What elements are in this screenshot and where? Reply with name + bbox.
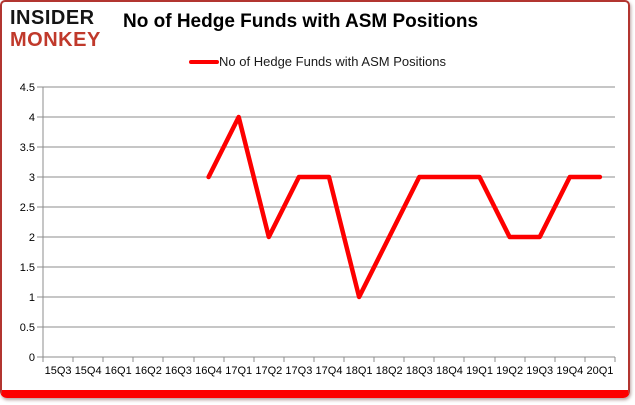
- x-axis-tick-label: 16Q1: [105, 365, 132, 377]
- chart-legend: No of Hedge Funds with ASM Positions: [0, 54, 635, 69]
- y-axis-tick-label: 1.5: [20, 262, 35, 274]
- x-axis-tick-label: 18Q4: [436, 365, 463, 377]
- x-axis-tick-label: 16Q3: [165, 365, 192, 377]
- x-axis-tick-label: 19Q4: [556, 365, 583, 377]
- y-axis-tick-label: 4: [29, 112, 35, 124]
- x-axis-tick-label: 17Q4: [316, 365, 343, 377]
- x-axis-tick-label: 18Q1: [346, 365, 373, 377]
- chart-title: No of Hedge Funds with ASM Positions: [123, 11, 479, 32]
- x-axis-tick-label: 19Q1: [466, 365, 493, 377]
- insider-monkey-logo: INSIDER MONKEY: [10, 7, 101, 51]
- x-axis-tick-label: 16Q2: [135, 365, 162, 377]
- y-axis-tick-label: 0.5: [20, 322, 35, 334]
- x-axis-tick-label: 18Q3: [406, 365, 433, 377]
- legend-series-label: No of Hedge Funds with ASM Positions: [219, 54, 446, 69]
- series-line: [206, 114, 603, 300]
- y-axis-tick-label: 3.5: [20, 142, 35, 154]
- x-axis-tick-label: 15Q3: [45, 365, 72, 377]
- y-axis-tick-label: 2: [29, 232, 35, 244]
- y-axis-tick-label: 0: [29, 352, 35, 364]
- x-axis-tick-label: 19Q2: [496, 365, 523, 377]
- chart-frame-border: [0, 0, 630, 398]
- y-axis-tick-label: 4.5: [20, 82, 35, 94]
- x-axis-tick-label: 19Q3: [526, 365, 553, 377]
- legend-line-swatch: [189, 60, 220, 64]
- logo-text-monkey: MONKEY: [10, 29, 101, 51]
- x-axis-tick-label: 17Q3: [285, 365, 312, 377]
- y-axis-tick-label: 1: [29, 292, 35, 304]
- y-axis-tick-label: 2.5: [20, 202, 35, 214]
- x-axis-tick-label: 17Q2: [255, 365, 282, 377]
- x-axis-tick-label: 20Q1: [586, 365, 613, 377]
- x-axis-tick-label: 16Q4: [195, 365, 222, 377]
- logo-text-insider: INSIDER: [10, 7, 95, 29]
- y-axis-tick-label: 3: [29, 172, 35, 184]
- x-axis-tick-label: 17Q1: [225, 365, 252, 377]
- x-axis-tick-label: 15Q4: [75, 365, 102, 377]
- x-axis-tick-label: 18Q2: [376, 365, 403, 377]
